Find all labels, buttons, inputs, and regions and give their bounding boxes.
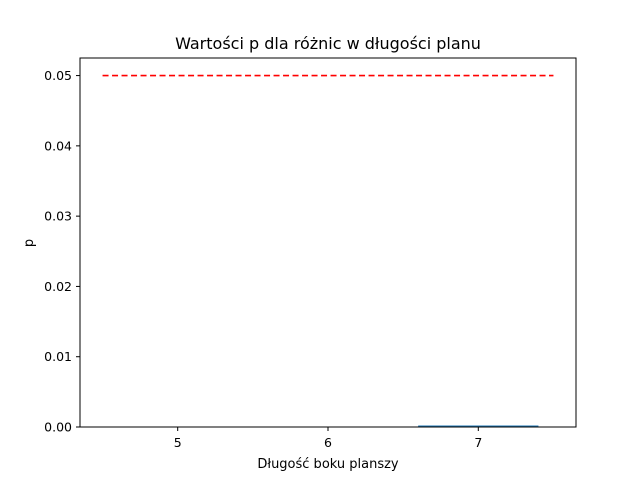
y-tick-label: 0.02 (44, 279, 72, 294)
y-tick-label: 0.00 (44, 420, 72, 435)
chart-title: Wartości p dla różnic w długości planu (175, 34, 481, 53)
x-tick-label: 6 (324, 435, 332, 450)
y-tick-label: 0.05 (44, 68, 72, 83)
x-tick-label: 7 (474, 435, 482, 450)
x-axis-label: Długość boku planszy (257, 457, 399, 472)
y-tick-label: 0.04 (44, 138, 72, 153)
x-tick-label: 5 (174, 435, 182, 450)
plot-area: 0.00 0.01 0.02 0.03 0.04 0.05 5 6 7 (44, 57, 577, 450)
y-tick-label: 0.01 (44, 349, 72, 364)
y-axis-label: p (22, 239, 37, 247)
y-tick-label: 0.03 (44, 209, 72, 224)
